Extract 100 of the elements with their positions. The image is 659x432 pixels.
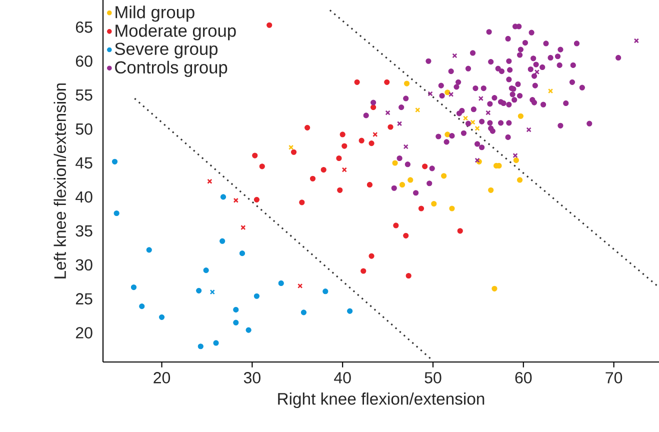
point	[486, 110, 491, 116]
point	[478, 96, 484, 102]
point	[512, 152, 518, 158]
y-tick-label: 50	[76, 123, 92, 135]
point	[246, 327, 252, 333]
y-tick-label: 30	[76, 259, 92, 271]
point	[322, 288, 328, 294]
point	[239, 250, 246, 256]
y-tick-label: 45	[76, 157, 92, 169]
y-tick-label: 35	[76, 225, 92, 237]
point	[457, 228, 463, 234]
point	[393, 222, 399, 228]
point	[358, 138, 364, 144]
point	[422, 164, 428, 170]
point	[130, 284, 137, 290]
point	[233, 306, 239, 313]
point	[240, 224, 246, 230]
point	[207, 178, 212, 184]
point	[492, 286, 498, 292]
point	[370, 104, 376, 110]
point	[403, 232, 409, 238]
point	[526, 127, 532, 132]
y-tick-label: 65	[76, 22, 92, 33]
point	[342, 143, 348, 149]
point	[290, 149, 297, 155]
point	[518, 113, 524, 119]
point	[449, 206, 455, 212]
point	[158, 314, 165, 320]
point	[404, 80, 410, 86]
point	[266, 22, 272, 28]
y-axis-title: Left knee flexion/extension	[54, 83, 66, 278]
point	[203, 268, 209, 274]
y-tick-label: 20	[76, 327, 92, 338]
point	[399, 182, 406, 188]
point	[444, 132, 450, 138]
point	[114, 210, 120, 216]
point	[233, 198, 238, 203]
point	[259, 164, 265, 170]
point	[415, 107, 420, 113]
point	[299, 200, 305, 206]
point	[385, 110, 390, 116]
point	[448, 92, 454, 97]
x-tick-label: 20	[154, 372, 170, 384]
point	[198, 344, 204, 350]
point	[112, 158, 118, 164]
point	[336, 155, 342, 162]
point	[254, 293, 260, 299]
point	[392, 160, 398, 166]
point	[354, 79, 360, 85]
point	[384, 79, 390, 85]
x-tick-label: 30	[244, 372, 260, 384]
point	[196, 288, 202, 294]
legend-label: Controls group	[115, 60, 228, 77]
point	[342, 167, 347, 172]
x-tick-label: 40	[334, 372, 351, 384]
point	[396, 121, 402, 126]
point	[254, 196, 260, 202]
point	[337, 187, 343, 193]
legend-label: Mild group	[116, 6, 194, 22]
x-tick-label: 60	[515, 372, 532, 384]
point	[431, 200, 437, 207]
point	[388, 124, 394, 130]
point	[368, 253, 374, 259]
point	[220, 238, 226, 244]
y-tick-label: 25	[76, 293, 92, 304]
point	[403, 144, 408, 150]
point	[213, 340, 219, 346]
point	[146, 247, 152, 253]
point	[372, 132, 378, 138]
point	[298, 283, 303, 288]
point	[139, 304, 145, 310]
x-tick-label: 50	[424, 372, 442, 384]
point	[534, 69, 540, 75]
point	[233, 320, 239, 326]
point	[347, 308, 353, 314]
point	[444, 90, 450, 96]
point	[462, 116, 468, 121]
point	[360, 268, 366, 274]
point	[406, 272, 412, 279]
point	[634, 38, 639, 44]
point	[368, 140, 374, 146]
point	[278, 280, 284, 286]
x-tick-label: 70	[606, 372, 622, 384]
point	[428, 91, 433, 96]
point	[418, 206, 424, 212]
point	[310, 176, 316, 182]
point	[300, 310, 307, 316]
point	[252, 152, 258, 158]
y-tick-label: 55	[76, 90, 92, 101]
point	[288, 144, 294, 150]
y-tick-label: 60	[76, 55, 92, 67]
point	[470, 120, 476, 125]
point	[548, 88, 554, 94]
point	[340, 132, 346, 138]
point	[474, 126, 480, 131]
point	[513, 157, 519, 164]
point	[452, 53, 458, 58]
point	[516, 177, 523, 183]
point	[304, 124, 310, 130]
point	[488, 187, 494, 193]
